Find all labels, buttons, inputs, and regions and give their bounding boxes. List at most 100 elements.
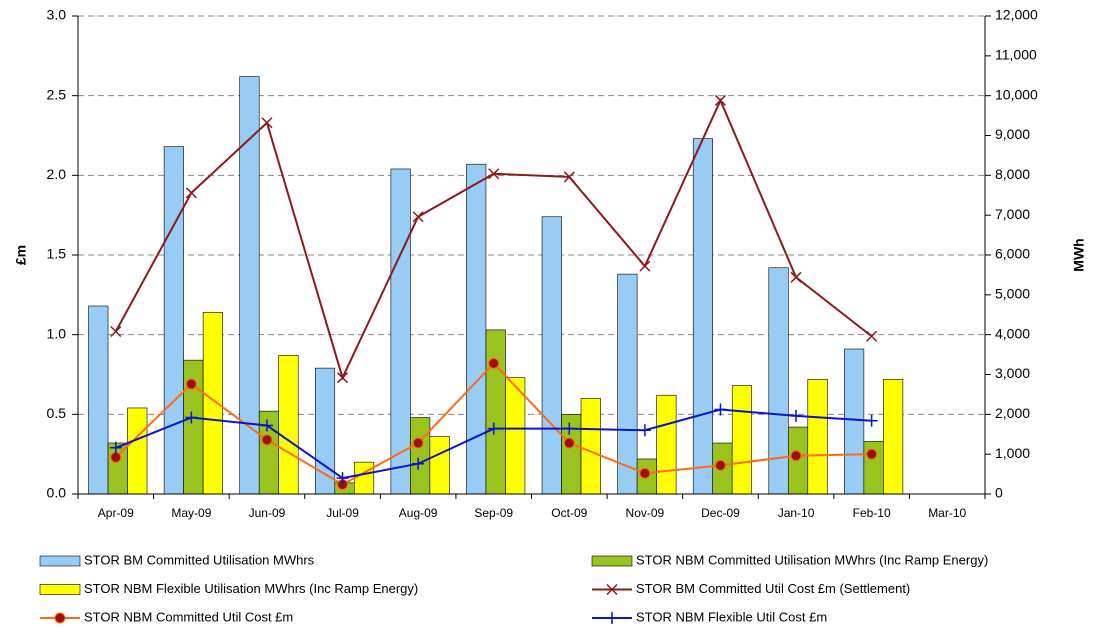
bar	[429, 436, 450, 495]
bar	[466, 163, 487, 495]
marker	[261, 117, 273, 129]
bar	[692, 138, 714, 495]
y2-tick-label: 12,000	[995, 7, 1038, 23]
y2-tick-label: 7,000	[995, 206, 1030, 222]
bar	[561, 414, 582, 495]
marker	[714, 459, 726, 471]
x-tick-label: May-09	[171, 506, 211, 520]
marker	[866, 330, 878, 342]
y2-tick-label: 4,000	[995, 325, 1030, 341]
marker	[488, 168, 500, 180]
y2-tick-label: 10,000	[995, 86, 1038, 102]
marker	[563, 422, 576, 435]
legend-label: STOR NBM Committed Utilisation MWhrs (In…	[636, 552, 988, 567]
x-tick-label: Aug-09	[399, 506, 438, 520]
legend-swatch	[39, 555, 81, 567]
marker	[639, 260, 651, 272]
marker	[412, 437, 424, 449]
marker	[109, 441, 122, 454]
marker	[337, 372, 349, 384]
marker	[260, 419, 273, 432]
bar	[807, 378, 828, 495]
marker	[110, 325, 122, 338]
marker	[563, 437, 575, 449]
y2-tick-label: 2,000	[995, 405, 1030, 421]
bar	[390, 168, 411, 495]
y2-tick-label: 5,000	[995, 286, 1030, 302]
y-tick-label: 0.0	[47, 485, 67, 501]
marker	[714, 94, 726, 106]
bar	[505, 377, 526, 495]
bar	[768, 267, 789, 495]
bar	[656, 394, 677, 495]
bar	[617, 273, 638, 495]
x-tick-label: Jul-09	[326, 506, 359, 520]
marker	[336, 472, 349, 485]
marker	[790, 450, 802, 462]
y2-axis-label: MWh	[1071, 238, 1087, 271]
legend-label: STOR NBM Flexible Utilisation MWhrs (Inc…	[84, 581, 418, 596]
legend-label: STOR BM Committed Util Cost £m (Settleme…	[636, 581, 910, 596]
marker	[488, 357, 500, 369]
y2-tick-label: 1,000	[995, 445, 1030, 461]
y2-tick-label: 11,000	[995, 47, 1037, 63]
legend-label: STOR BM Committed Utilisation MWhrs	[84, 552, 315, 567]
x-tick-label: Jun-09	[249, 506, 286, 520]
y2-tick-label: 3,000	[995, 365, 1030, 381]
bar	[202, 312, 223, 495]
y-tick-label: 2.5	[47, 86, 67, 102]
y2-tick-label: 0	[995, 485, 1003, 501]
x-tick-label: Jan-10	[778, 506, 815, 520]
marker	[487, 422, 500, 435]
marker	[639, 467, 651, 479]
marker	[185, 187, 197, 199]
y2-tick-label: 9,000	[995, 126, 1030, 142]
marker	[790, 271, 802, 283]
x-tick-label: Nov-09	[626, 506, 665, 520]
marker	[866, 448, 878, 460]
bar	[88, 305, 109, 495]
marker	[606, 583, 618, 596]
legend-swatch	[591, 555, 633, 567]
marker	[865, 414, 878, 427]
marker	[563, 171, 575, 183]
bar	[541, 216, 562, 495]
y-tick-label: 3.0	[47, 7, 67, 23]
x-tick-label: Sep-09	[474, 506, 513, 520]
bar	[278, 355, 299, 495]
y-tick-label: 2.0	[47, 166, 67, 182]
x-tick-label: Dec-09	[701, 506, 740, 520]
bar	[163, 146, 184, 495]
x-tick-label: Apr-09	[98, 506, 134, 520]
x-tick-label: Mar-10	[928, 506, 966, 520]
bar	[844, 348, 865, 495]
marker	[412, 457, 425, 470]
marker	[412, 211, 424, 223]
y-tick-label: 0.5	[47, 405, 67, 421]
y-tick-label: 1.5	[47, 246, 67, 262]
y2-tick-label: 6,000	[995, 246, 1030, 262]
legend-swatch	[39, 584, 81, 595]
marker	[638, 424, 651, 437]
marker	[185, 378, 197, 390]
marker	[714, 403, 727, 416]
bar	[107, 442, 128, 495]
bar	[258, 410, 280, 495]
marker	[606, 612, 618, 624]
y2-tick-label: 8,000	[995, 166, 1030, 182]
bar	[353, 461, 375, 495]
y-tick-label: 1.0	[47, 325, 67, 341]
marker	[790, 409, 803, 422]
y-axis-label: £m	[13, 245, 29, 265]
bar	[127, 407, 148, 495]
x-tick-label: Oct-09	[551, 506, 587, 520]
bar	[883, 378, 904, 495]
bar	[580, 398, 601, 495]
legend-label: STOR NBM Flexible Util Cost £m	[636, 609, 827, 624]
marker	[261, 434, 273, 446]
legend-label: STOR NBM Committed Util Cost £m	[84, 609, 293, 624]
marker	[185, 411, 198, 424]
x-tick-label: Feb-10	[853, 506, 891, 520]
bar	[731, 385, 753, 495]
